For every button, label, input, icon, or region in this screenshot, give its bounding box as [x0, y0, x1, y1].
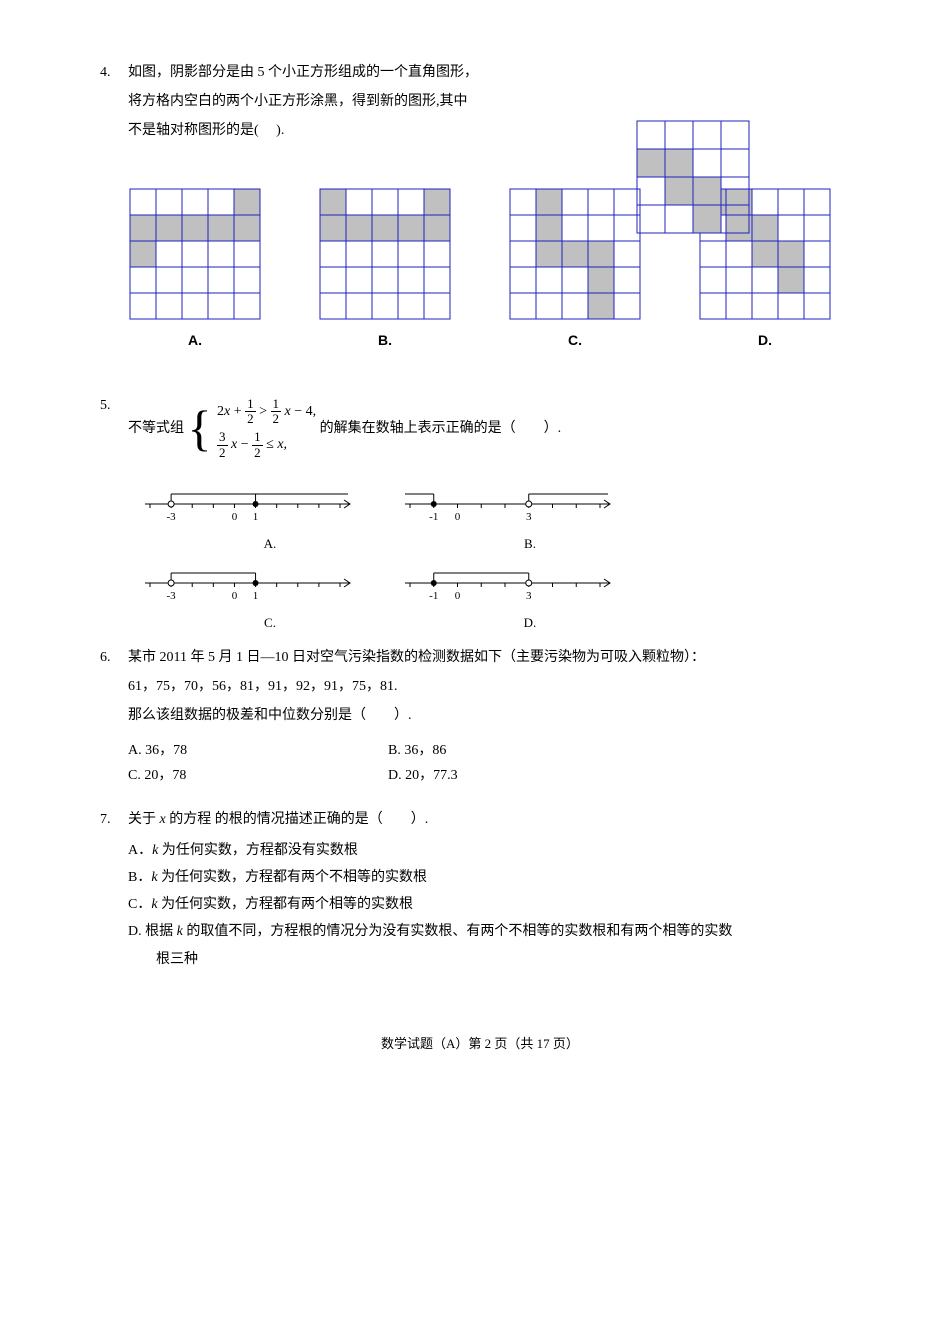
- q4-line3: 不是轴对称图形的是( ).: [128, 118, 860, 143]
- q5-prefix: 不等式组: [128, 421, 184, 436]
- svg-text:-3: -3: [167, 590, 177, 602]
- svg-text:0: 0: [455, 511, 461, 523]
- svg-text:3: 3: [526, 590, 532, 602]
- q5-system: { 2x + 12 > 12 x − 4, 32 x − 12 ≤ x,: [188, 393, 317, 464]
- q7-option-d-line2: 根三种: [156, 947, 860, 972]
- q5-option-a-label: A.: [140, 532, 400, 555]
- q7-option-a: A．k 为任何实数，方程都没有实数根: [128, 838, 860, 863]
- svg-text:0: 0: [455, 590, 461, 602]
- q5-option-d-numberline: -1 0 3: [400, 563, 660, 609]
- svg-text:-1: -1: [429, 511, 438, 523]
- svg-text:1: 1: [253, 511, 258, 523]
- svg-text:0: 0: [232, 511, 238, 523]
- svg-text:-3: -3: [167, 511, 177, 523]
- q6-option-c: C. 20，78: [128, 763, 388, 788]
- q5-number: 5.: [100, 393, 128, 418]
- page-footer: 数学试题（A）第 2 页（共 17 页）: [100, 1032, 860, 1055]
- q6-option-b: B. 36，86: [388, 738, 648, 763]
- q6-line3: 那么该组数据的极差和中位数分别是（ ）.: [128, 703, 860, 728]
- q5-option-b-numberline: -1 0 3: [400, 484, 660, 530]
- svg-text:0: 0: [232, 590, 238, 602]
- q6-option-a: A. 36，78: [128, 738, 388, 763]
- q7-option-c: C．k 为任何实数，方程都有两个相等的实数根: [128, 892, 860, 917]
- q4-line1: 如图，阴影部分是由 5 个小正方形组成的一个直角图形，: [128, 60, 860, 85]
- q4-option-d-label: D.: [699, 328, 831, 353]
- q5-option-b-label: B.: [400, 532, 660, 555]
- q5-option-d-label: D.: [400, 611, 660, 634]
- q5-suffix: 的解集在数轴上表示正确的是（ ）.: [320, 421, 562, 436]
- q6-option-d: D. 20，77.3: [388, 763, 648, 788]
- q4-reference-grid: [636, 120, 750, 234]
- svg-text:1: 1: [253, 590, 258, 602]
- q5-option-c-label: C.: [140, 611, 400, 634]
- svg-text:3: 3: [526, 511, 532, 523]
- q5-stem: 不等式组 { 2x + 12 > 12 x − 4, 32 x − 12 ≤ x…: [128, 393, 860, 464]
- q4-line2: 将方格内空白的两个小正方形涂黑，得到新的图形,其中: [128, 89, 860, 114]
- q7-option-d: D. 根据 k 的取值不同，方程根的情况分为没有实数根、有两个不相等的实数根和有…: [128, 919, 860, 944]
- q4-option-b-label: B.: [319, 328, 451, 353]
- q4-option-a-label: A.: [129, 328, 261, 353]
- q6-line2: 61，75，70，56，81，91，92，91，75，81.: [128, 674, 860, 699]
- q5-option-c-numberline: -3 0 1: [140, 563, 400, 609]
- q4-option-c-grid: [509, 188, 641, 320]
- q6-number: 6.: [100, 645, 128, 670]
- q7-option-b: B．k 为任何实数，方程都有两个不相等的实数根: [128, 865, 860, 890]
- q4-option-b-grid: [319, 188, 451, 320]
- svg-text:-1: -1: [429, 590, 438, 602]
- q7-stem: 关于 x 的方程 的根的情况描述正确的是（ ）.: [128, 807, 860, 832]
- q4-number: 4.: [100, 60, 128, 85]
- q5-option-a-numberline: -3 0 1: [140, 484, 400, 530]
- q4-option-a-grid: [129, 188, 261, 320]
- q6-line1: 某市 2011 年 5 月 1 日—10 日对空气污染指数的检测数据如下（主要污…: [128, 645, 860, 670]
- q4-option-c-label: C.: [509, 328, 641, 353]
- q7-number: 7.: [100, 807, 128, 832]
